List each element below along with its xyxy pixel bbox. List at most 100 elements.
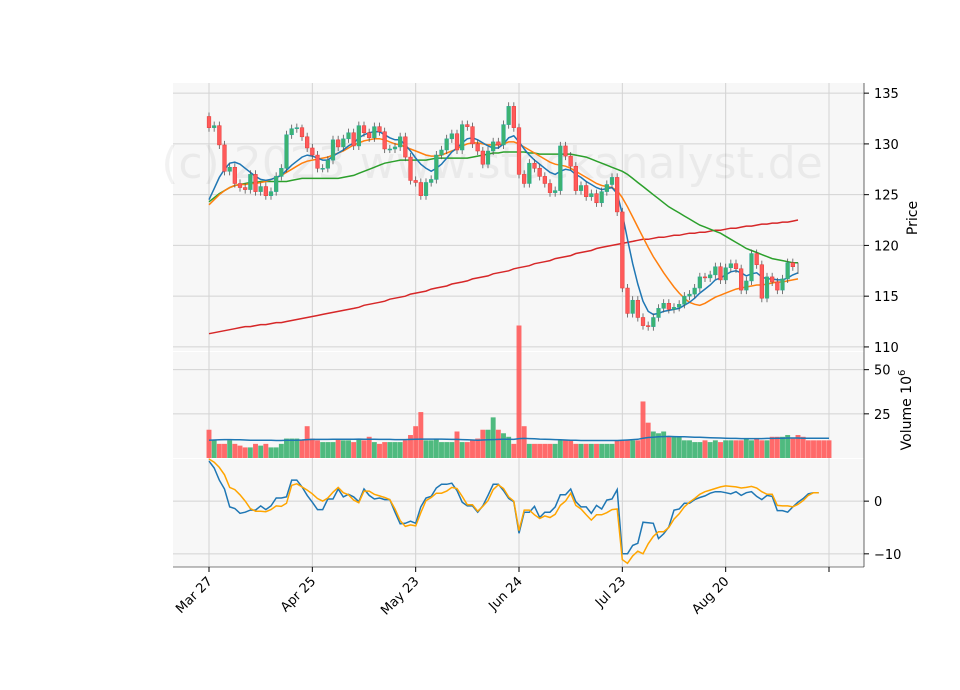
candle: [506, 102, 511, 129]
candle-body: [666, 303, 671, 310]
volume-bar: [418, 412, 424, 458]
volume-bar: [263, 443, 269, 458]
candle: [413, 176, 418, 187]
candle-body: [237, 183, 243, 188]
candle: [516, 123, 522, 179]
volume-bar: [547, 443, 553, 458]
candle-body: [315, 154, 320, 169]
candle: [341, 134, 346, 152]
candle: [604, 180, 609, 196]
volume-bar: [614, 440, 620, 458]
y-tick-label: 50: [874, 364, 891, 379]
candle: [320, 164, 325, 173]
volume-bar: [470, 440, 475, 458]
candle: [217, 121, 222, 149]
candle: [263, 182, 268, 200]
volume-bar: [315, 440, 320, 458]
volume-bar: [521, 426, 527, 458]
oscillator-line-b: [208, 458, 819, 565]
volume-average-line: [208, 435, 829, 442]
candle-body: [408, 156, 413, 181]
candle-body: [418, 182, 423, 196]
candle-body: [258, 186, 263, 192]
volume-bar: [480, 429, 486, 458]
candle: [444, 134, 449, 155]
candle-body: [491, 141, 496, 152]
volume-bar: [413, 426, 419, 458]
candle-body: [454, 133, 460, 151]
candle-body: [289, 128, 294, 136]
volume-bar: [346, 440, 351, 458]
candle: [749, 249, 754, 286]
volume-bar: [325, 442, 331, 458]
candle-body: [284, 134, 289, 169]
volume-bar: [640, 401, 646, 458]
volume-bar: [645, 422, 651, 458]
volume-bar: [366, 436, 372, 458]
volume-series: [206, 325, 832, 458]
candle: [496, 137, 501, 149]
candle: [553, 186, 558, 197]
volume-bar: [578, 443, 584, 458]
y-tick-label: 135: [874, 87, 899, 102]
candle-body: [625, 287, 630, 314]
candle-body: [248, 174, 253, 190]
volume-bar: [485, 429, 491, 458]
price-axis-label: Price: [905, 201, 921, 235]
x-tick-label: Aug 20: [689, 574, 732, 617]
candle: [248, 170, 253, 194]
volume-bar: [237, 445, 243, 458]
volume-bar: [723, 440, 729, 458]
volume-bar: [811, 440, 816, 458]
candle-body: [708, 274, 713, 279]
volume-bar: [356, 438, 362, 458]
candle: [522, 170, 527, 188]
y-tick-label: 110: [874, 341, 899, 356]
volume-bar: [712, 440, 718, 458]
candle-body: [336, 139, 341, 148]
candle-body: [522, 174, 527, 184]
candle: [682, 292, 687, 309]
candle-body: [330, 139, 336, 161]
volume-bar: [563, 440, 568, 458]
volume-bar: [278, 443, 284, 458]
candle-body: [532, 162, 537, 169]
candle: [640, 313, 646, 330]
candle: [785, 258, 790, 283]
volume-bar: [738, 440, 744, 458]
candle: [542, 172, 547, 188]
candle: [403, 132, 408, 162]
volume-bar: [340, 440, 346, 458]
volume-bar: [568, 440, 574, 458]
candle: [480, 146, 485, 169]
volume-bar: [573, 443, 579, 458]
candle-body: [692, 287, 697, 295]
candle: [268, 187, 274, 200]
volume-axis-label-base: 10: [899, 376, 915, 394]
candle: [527, 159, 532, 188]
volume-bar: [428, 440, 434, 458]
volume-bar: [619, 440, 625, 458]
volume-bar: [687, 440, 692, 458]
volume-bar: [351, 442, 357, 458]
volume-bar: [304, 426, 310, 458]
candle: [718, 262, 723, 284]
candle: [475, 139, 480, 156]
volume-axis-label: Volume 106: [897, 370, 915, 451]
y-tick-label: 115: [874, 290, 899, 305]
candle: [367, 128, 372, 142]
candle: [465, 120, 470, 131]
volume-bar: [728, 440, 734, 458]
candle-body: [310, 147, 315, 156]
candle-body: [268, 191, 274, 196]
candle-body: [573, 165, 578, 191]
candle-body: [222, 144, 227, 172]
volume-bar: [609, 443, 615, 458]
candle-body: [460, 124, 465, 151]
y-tick-label: 125: [874, 189, 899, 204]
candle-body: [728, 263, 733, 268]
x-tick-label: May 23: [378, 574, 422, 618]
candle-body: [206, 116, 212, 128]
volume-bar: [294, 438, 300, 458]
candle: [258, 182, 263, 196]
